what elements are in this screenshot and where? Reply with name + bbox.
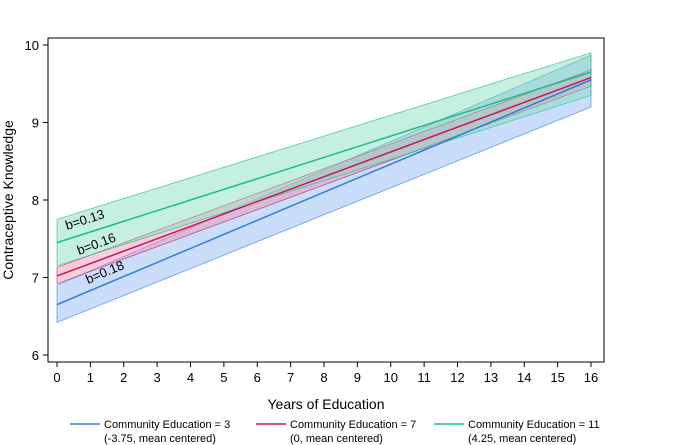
x-tick-label: 7 — [287, 370, 294, 385]
x-axis-label: Years of Education — [267, 396, 384, 412]
y-tick-label: 10 — [25, 38, 39, 53]
series-lines — [56, 71, 592, 306]
y-tick-label: 6 — [32, 348, 39, 363]
x-tick-label: 6 — [254, 370, 261, 385]
x-tick-label: 8 — [320, 370, 327, 385]
line-community-education-11 — [56, 71, 592, 244]
legend-note: (0, mean centered) — [290, 433, 383, 445]
ci-band-community-education-3 — [56, 54, 592, 324]
legend-label: Community Education = 7 — [290, 419, 416, 431]
x-tick-label: 2 — [120, 370, 127, 385]
x-tick-label: 4 — [187, 370, 194, 385]
x-tick-label: 5 — [220, 370, 227, 385]
y-axis-label: Contraceptive Knowledge — [0, 120, 16, 280]
x-tick-label: 15 — [550, 370, 564, 385]
legend-note: (4.25, mean centered) — [468, 433, 576, 445]
x-tick-label: 12 — [450, 370, 464, 385]
x-tick-label: 16 — [584, 370, 598, 385]
x-tick-label: 11 — [417, 370, 431, 385]
legend-label: Community Education = 3 — [104, 419, 230, 431]
legend-label: Community Education = 11 — [468, 419, 600, 431]
x-tick-label: 1 — [87, 370, 94, 385]
line-community-education-7 — [56, 76, 592, 277]
confidence-bands — [56, 52, 592, 324]
x-tick-label: 0 — [53, 370, 60, 385]
y-tick-label: 8 — [32, 193, 39, 208]
y-tick-label: 7 — [32, 271, 39, 286]
line-community-education-3 — [56, 79, 592, 306]
x-tick-label: 10 — [384, 370, 398, 385]
legend-note: (-3.75, mean centered) — [104, 433, 216, 445]
x-tick-label: 13 — [484, 370, 498, 385]
legend: Community Education = 3 (-3.75, mean cent… — [70, 419, 600, 445]
ci-band-community-education-11 — [56, 52, 592, 267]
x-tick-label: 3 — [154, 370, 161, 385]
x-tick-label: 9 — [354, 370, 361, 385]
x-tick-label: 14 — [517, 370, 531, 385]
y-tick-label: 9 — [32, 116, 39, 131]
